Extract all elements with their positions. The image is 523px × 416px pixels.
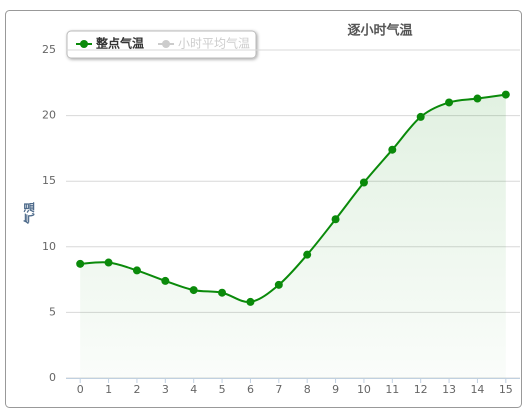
point	[473, 94, 482, 103]
point	[359, 178, 368, 187]
point	[76, 259, 85, 268]
point	[189, 286, 198, 295]
y-tick-label: 5	[49, 305, 56, 318]
x-tick-label: 0	[77, 383, 84, 396]
area	[80, 94, 506, 378]
legend-marker	[162, 40, 171, 48]
chart-title: 逐小时气温	[347, 23, 412, 39]
x-tick-label: 7	[275, 383, 282, 396]
x-tick-label: 9	[332, 383, 339, 396]
point	[104, 258, 113, 267]
y-tick-label: 20	[42, 109, 56, 122]
point	[331, 215, 340, 224]
line	[80, 93, 506, 303]
point	[416, 112, 425, 121]
point	[445, 98, 454, 107]
x-tick-label: 2	[133, 383, 140, 396]
point	[274, 280, 283, 289]
legend: 整点气温 小时平均气温	[66, 30, 257, 59]
point	[246, 297, 255, 306]
legend-label[interactable]: 整点气温	[95, 36, 144, 51]
point	[501, 90, 510, 99]
x-tick-label: 6	[247, 383, 254, 396]
point	[303, 250, 312, 259]
legend-label[interactable]: 小时平均气温	[178, 36, 250, 51]
y-tick-label: 0	[49, 371, 56, 384]
legend-marker	[80, 40, 88, 48]
y-tick-label: 15	[42, 174, 56, 187]
x-tick-label: 14	[470, 383, 484, 396]
x-tick-label: 1	[105, 383, 112, 396]
y-axis-label: 气温	[22, 202, 36, 225]
x-tick-label: 5	[219, 383, 226, 396]
x-tick-label: 3	[162, 383, 169, 396]
x-tick-label: 8	[304, 383, 311, 396]
x-tick-label: 12	[414, 383, 428, 396]
x-tick-label: 10	[357, 383, 371, 396]
x-tick-label: 15	[499, 383, 513, 396]
x-tick-label: 11	[385, 383, 399, 396]
point	[218, 288, 227, 297]
y-tick-label: 10	[42, 240, 56, 253]
x-tick-label: 13	[442, 383, 456, 396]
x-tick-label: 4	[190, 383, 197, 396]
y-tick-label: 25	[42, 43, 56, 56]
point	[388, 145, 397, 154]
point	[132, 266, 141, 275]
point	[161, 276, 170, 285]
